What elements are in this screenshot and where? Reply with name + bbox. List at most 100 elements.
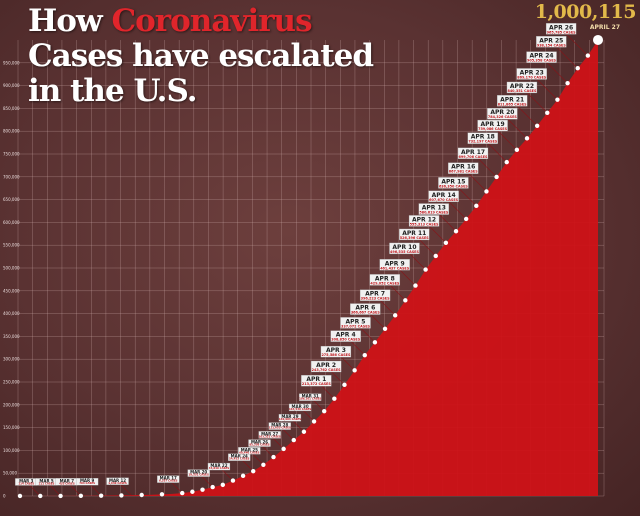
data-label-date: APR 14 bbox=[432, 192, 456, 199]
data-point bbox=[190, 489, 195, 494]
data-label-box bbox=[258, 431, 281, 439]
y-tick-label: 0 bbox=[3, 494, 6, 499]
data-point bbox=[332, 396, 337, 401]
data-label-cases: 905,358 CASES bbox=[527, 59, 556, 63]
data-point bbox=[251, 468, 256, 474]
data-point bbox=[494, 174, 499, 180]
title-line-1-prefix: How bbox=[28, 3, 112, 39]
data-label-box bbox=[516, 68, 547, 80]
data-point bbox=[119, 493, 124, 498]
data-label-date: MAR 26 bbox=[251, 440, 268, 445]
data-label-cases: 811,865 CASES bbox=[498, 102, 527, 106]
data-label-box bbox=[75, 478, 99, 486]
data-label-cases: 275,586 CASES bbox=[321, 353, 350, 357]
data-label-box bbox=[399, 228, 430, 241]
data-label-date: APR 16 bbox=[451, 164, 475, 171]
data-point bbox=[230, 478, 236, 483]
data-point bbox=[372, 340, 378, 345]
y-tick-label: 400,000 bbox=[3, 311, 20, 316]
data-label-cases: 213,372 CASES bbox=[302, 382, 331, 386]
data-label-box bbox=[457, 147, 489, 159]
cases-area bbox=[20, 39, 598, 496]
data-point bbox=[555, 97, 560, 102]
y-tick-label: 500,000 bbox=[3, 266, 20, 271]
data-label-date: MAR 30 bbox=[292, 404, 309, 409]
data-point bbox=[545, 110, 550, 115]
data-point bbox=[443, 240, 449, 245]
data-label-cases: 667,981 CASES bbox=[449, 170, 478, 174]
y-tick-label: 200,000 bbox=[3, 402, 20, 407]
data-label-box bbox=[278, 414, 302, 422]
data-label-box bbox=[157, 475, 180, 483]
data-label-box bbox=[248, 439, 271, 447]
y-tick-label: 350,000 bbox=[3, 334, 20, 339]
data-label-date: MAR 9 bbox=[80, 478, 95, 483]
data-label-date: APR 20 bbox=[490, 109, 514, 116]
y-tick-label: 700,000 bbox=[3, 174, 20, 179]
data-point bbox=[281, 446, 286, 452]
title-line-1-accent: Coronavirus bbox=[111, 3, 312, 39]
data-point bbox=[504, 159, 509, 165]
data-label-box bbox=[536, 36, 567, 48]
data-point bbox=[58, 493, 63, 499]
data-label-cases: 68,440 CASES bbox=[239, 450, 259, 454]
data-point bbox=[585, 53, 591, 58]
data-label-box bbox=[477, 119, 508, 132]
data-label-date: APR 2 bbox=[316, 362, 336, 369]
data-label-cases: 366,667 CASES bbox=[351, 311, 380, 315]
data-label-cases: 6,357 CASES bbox=[159, 479, 178, 483]
data-label-cases: 122,653 CASES bbox=[269, 426, 291, 430]
y-tick-label: 100,000 bbox=[3, 448, 20, 453]
data-label-cases: 221 CASES bbox=[39, 481, 55, 485]
data-label-cases: 607,670 CASES bbox=[429, 198, 458, 202]
data-label-cases: 396,223 CASES bbox=[361, 297, 390, 301]
data-label-date: APR 18 bbox=[471, 134, 495, 141]
data-label-box bbox=[487, 108, 518, 120]
data-point bbox=[463, 216, 469, 222]
data-point bbox=[392, 313, 398, 318]
data-point bbox=[524, 136, 530, 141]
data-label-cases: 526,396 CASES bbox=[400, 236, 429, 240]
data-label-cases: 461,437 CASES bbox=[380, 266, 409, 270]
data-label-box bbox=[408, 215, 440, 227]
data-label-cases: 840,351 CASES bbox=[507, 89, 536, 93]
data-label-cases: 699,706 CASES bbox=[459, 155, 488, 159]
data-label-box bbox=[299, 393, 322, 401]
data-label-cases: 140,904 CASES bbox=[279, 417, 301, 421]
data-point bbox=[261, 462, 266, 467]
data-label-cases: 124 CASES bbox=[18, 481, 34, 485]
data-label-cases: 759,086 CASES bbox=[478, 127, 507, 131]
data-point bbox=[382, 326, 388, 331]
data-label-date: MAR 31 bbox=[302, 394, 319, 399]
data-point bbox=[474, 203, 479, 209]
data-point bbox=[139, 492, 144, 498]
y-tick-label: 450,000 bbox=[3, 288, 20, 293]
data-label-box bbox=[350, 303, 381, 315]
data-label-date: APR 4 bbox=[336, 332, 356, 339]
data-point bbox=[514, 147, 520, 153]
y-tick-label: 300,000 bbox=[3, 357, 20, 362]
data-point bbox=[534, 123, 540, 128]
data-label-date: APR 11 bbox=[402, 230, 426, 237]
data-point bbox=[38, 493, 43, 499]
data-label-date: APR 1 bbox=[306, 376, 326, 383]
data-label-cases: 186,101 CASES bbox=[299, 397, 321, 401]
data-point bbox=[78, 493, 84, 499]
data-point bbox=[352, 368, 357, 373]
data-point bbox=[301, 429, 307, 434]
data-label-date: MAR 28 bbox=[271, 423, 288, 428]
data-label-box bbox=[301, 375, 332, 387]
data-label-date: APR 9 bbox=[385, 260, 405, 267]
data-label-cases: 555,313 CASES bbox=[410, 222, 439, 226]
data-label-date: MAR 20 bbox=[190, 470, 207, 475]
data-label-box bbox=[310, 360, 342, 373]
data-label-box bbox=[320, 345, 352, 358]
data-label-cases: 103,321 CASES bbox=[259, 434, 281, 438]
y-tick-label: 650,000 bbox=[3, 197, 20, 202]
data-label-date: APR 23 bbox=[520, 69, 544, 76]
page-title: How Coronavirus Cases have escalated in … bbox=[28, 3, 374, 109]
data-label-date: MAR 22 bbox=[210, 463, 227, 468]
data-label-date: APR 13 bbox=[422, 205, 446, 212]
data-label-date: MAR 17 bbox=[160, 476, 177, 481]
